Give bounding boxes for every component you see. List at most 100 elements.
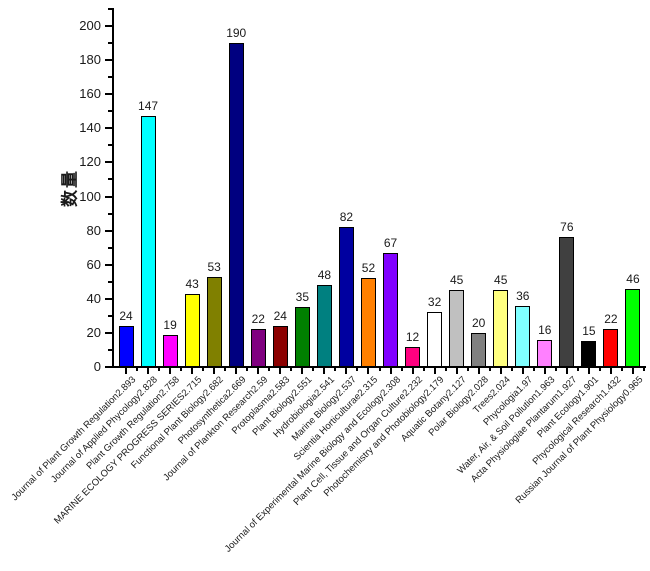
y-minor-tick bbox=[108, 314, 112, 317]
x-minor-tick bbox=[510, 368, 513, 371]
x-major-tick bbox=[169, 368, 172, 374]
x-major-tick bbox=[565, 368, 568, 374]
bar-value-label: 46 bbox=[626, 272, 640, 286]
x-major-tick bbox=[499, 368, 502, 374]
bar-value-label: 12 bbox=[405, 330, 420, 344]
y-tick-label: 20 bbox=[86, 324, 101, 340]
y-tick-label: 160 bbox=[79, 86, 101, 102]
bar-value-label: 147 bbox=[138, 99, 159, 113]
bar bbox=[184, 294, 200, 368]
bar-value-label: 76 bbox=[560, 220, 574, 234]
bar-value-label: 20 bbox=[472, 316, 486, 330]
x-major-tick bbox=[301, 368, 304, 374]
y-minor-tick bbox=[108, 76, 112, 79]
bar-value-label: 19 bbox=[163, 318, 177, 332]
bar-value-label: 22 bbox=[604, 312, 618, 326]
bar-value-label: 190 bbox=[226, 26, 247, 40]
x-major-tick bbox=[345, 368, 348, 374]
x-minor-tick bbox=[576, 368, 579, 371]
x-minor-tick bbox=[488, 368, 491, 371]
bar-value-label: 16 bbox=[538, 323, 552, 337]
x-minor-tick bbox=[400, 368, 403, 371]
x-minor-tick bbox=[378, 368, 381, 371]
y-minor-tick bbox=[108, 110, 112, 113]
bar-value-label: 22 bbox=[251, 312, 265, 326]
x-major-tick bbox=[543, 368, 546, 374]
y-tick-label: 140 bbox=[79, 120, 101, 136]
bar bbox=[559, 237, 575, 368]
bar bbox=[383, 253, 399, 368]
bar-value-label: 48 bbox=[317, 268, 332, 282]
bar-value-label: 35 bbox=[295, 290, 310, 304]
x-major-tick bbox=[389, 368, 392, 374]
y-major-tick bbox=[105, 229, 112, 232]
bar-value-label: 43 bbox=[185, 277, 199, 291]
x-major-tick bbox=[191, 368, 194, 374]
bar bbox=[405, 347, 421, 368]
y-tick-label: 100 bbox=[79, 188, 101, 204]
y-major-tick bbox=[105, 263, 112, 266]
x-minor-tick bbox=[180, 368, 183, 371]
bar bbox=[360, 278, 376, 368]
x-minor-tick bbox=[643, 368, 645, 371]
x-major-tick bbox=[279, 368, 282, 374]
y-tick-label: 80 bbox=[86, 222, 101, 238]
x-major-tick bbox=[367, 368, 370, 374]
x-major-tick bbox=[213, 368, 216, 374]
bar bbox=[515, 306, 531, 368]
y-major-tick bbox=[105, 93, 112, 96]
x-minor-tick bbox=[466, 368, 469, 371]
y-minor-tick bbox=[108, 178, 112, 181]
bar bbox=[162, 335, 178, 368]
x-major-tick bbox=[411, 368, 414, 374]
bar-value-label: 67 bbox=[383, 236, 398, 250]
x-major-tick bbox=[521, 368, 524, 374]
y-minor-tick bbox=[108, 42, 112, 45]
x-minor-tick bbox=[444, 368, 447, 371]
x-minor-tick bbox=[290, 368, 293, 371]
bar bbox=[603, 329, 619, 368]
x-minor-tick bbox=[268, 368, 271, 371]
x-major-tick bbox=[455, 368, 458, 374]
y-minor-tick bbox=[108, 144, 112, 147]
x-minor-tick bbox=[554, 368, 557, 371]
y-tick-label: 200 bbox=[79, 18, 101, 33]
x-major-tick bbox=[125, 368, 128, 374]
x-minor-tick bbox=[224, 368, 227, 371]
x-major-tick bbox=[587, 368, 590, 374]
bar bbox=[537, 340, 553, 368]
y-major-tick bbox=[105, 331, 112, 334]
y-major-tick bbox=[105, 297, 112, 300]
bar bbox=[338, 227, 354, 368]
bar bbox=[581, 341, 597, 368]
bar-value-label: 24 bbox=[273, 309, 287, 323]
y-major-tick bbox=[105, 25, 112, 27]
x-major-tick bbox=[147, 368, 150, 374]
y-minor-tick bbox=[108, 7, 112, 10]
y-major-tick bbox=[105, 127, 112, 130]
x-major-tick bbox=[433, 368, 436, 374]
x-minor-tick bbox=[312, 368, 315, 371]
x-minor-tick bbox=[202, 368, 205, 371]
bar bbox=[272, 326, 288, 368]
y-axis-line bbox=[112, 8, 114, 368]
x-major-tick bbox=[609, 368, 612, 374]
y-tick-label: 180 bbox=[79, 52, 101, 68]
y-minor-tick bbox=[108, 212, 112, 215]
y-tick-label: 40 bbox=[86, 290, 101, 306]
y-tick-label: 120 bbox=[79, 154, 101, 170]
y-major-tick bbox=[105, 195, 112, 198]
x-major-tick bbox=[631, 368, 634, 374]
x-major-tick bbox=[257, 368, 260, 374]
x-minor-tick bbox=[422, 368, 425, 371]
y-major-tick bbox=[105, 161, 112, 164]
y-minor-tick bbox=[108, 348, 112, 351]
x-minor-tick bbox=[158, 368, 161, 371]
bar-value-label: 32 bbox=[427, 295, 442, 309]
bar bbox=[625, 289, 641, 368]
bar bbox=[206, 277, 222, 368]
bar-value-label: 82 bbox=[339, 210, 354, 224]
x-minor-tick bbox=[246, 368, 249, 371]
x-major-tick bbox=[323, 368, 326, 374]
bar bbox=[118, 326, 134, 368]
